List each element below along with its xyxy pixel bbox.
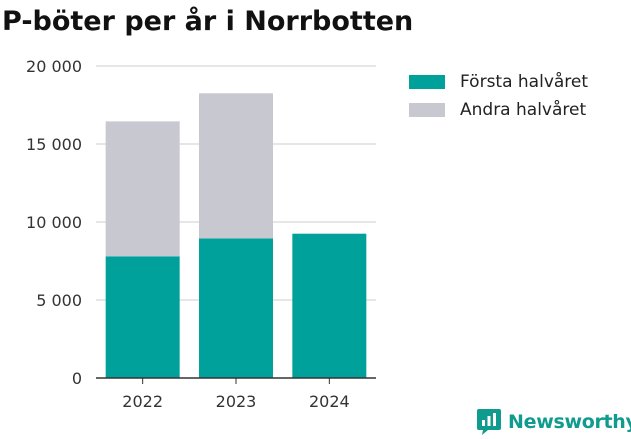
legend: Första halvåret Andra halvåret	[409, 68, 588, 124]
y-tick-label: 5 000	[36, 291, 82, 310]
axes: 0 5 000 10 000 15 000 20 000 2022 2023 2024	[26, 57, 376, 411]
legend-label-first-half: Första halvåret	[460, 72, 589, 92]
y-tick-label: 20 000	[26, 57, 82, 76]
x-tick-label: 2024	[309, 392, 350, 411]
bars	[105, 93, 367, 378]
bar-2022-series-0	[105, 256, 180, 378]
brand-name: Newsworthy	[508, 411, 631, 433]
bar-2023-series-1	[199, 93, 273, 239]
bar-2022-series-1	[105, 121, 180, 257]
y-tick-label: 10 000	[26, 213, 82, 232]
x-tick-label: 2022	[122, 392, 163, 411]
y-tick-label: 15 000	[26, 135, 82, 154]
y-tick-label: 0	[72, 369, 82, 388]
chart-title: P-böter per år i Norrbotten	[2, 6, 414, 37]
bar-2024-series-0	[292, 233, 367, 378]
legend-item-second-half: Andra halvåret	[409, 96, 588, 124]
bar-2023-series-0	[199, 238, 273, 378]
newsworthy-brand: Newsworthy	[476, 408, 631, 436]
newsworthy-logo-icon	[477, 409, 501, 435]
legend-label-second-half: Andra halvåret	[460, 100, 587, 120]
x-tick-label: 2023	[216, 392, 257, 411]
legend-item-first-half: Första halvåret	[409, 68, 588, 96]
legend-swatch-first-half	[409, 75, 445, 89]
legend-swatch-second-half	[409, 103, 445, 117]
